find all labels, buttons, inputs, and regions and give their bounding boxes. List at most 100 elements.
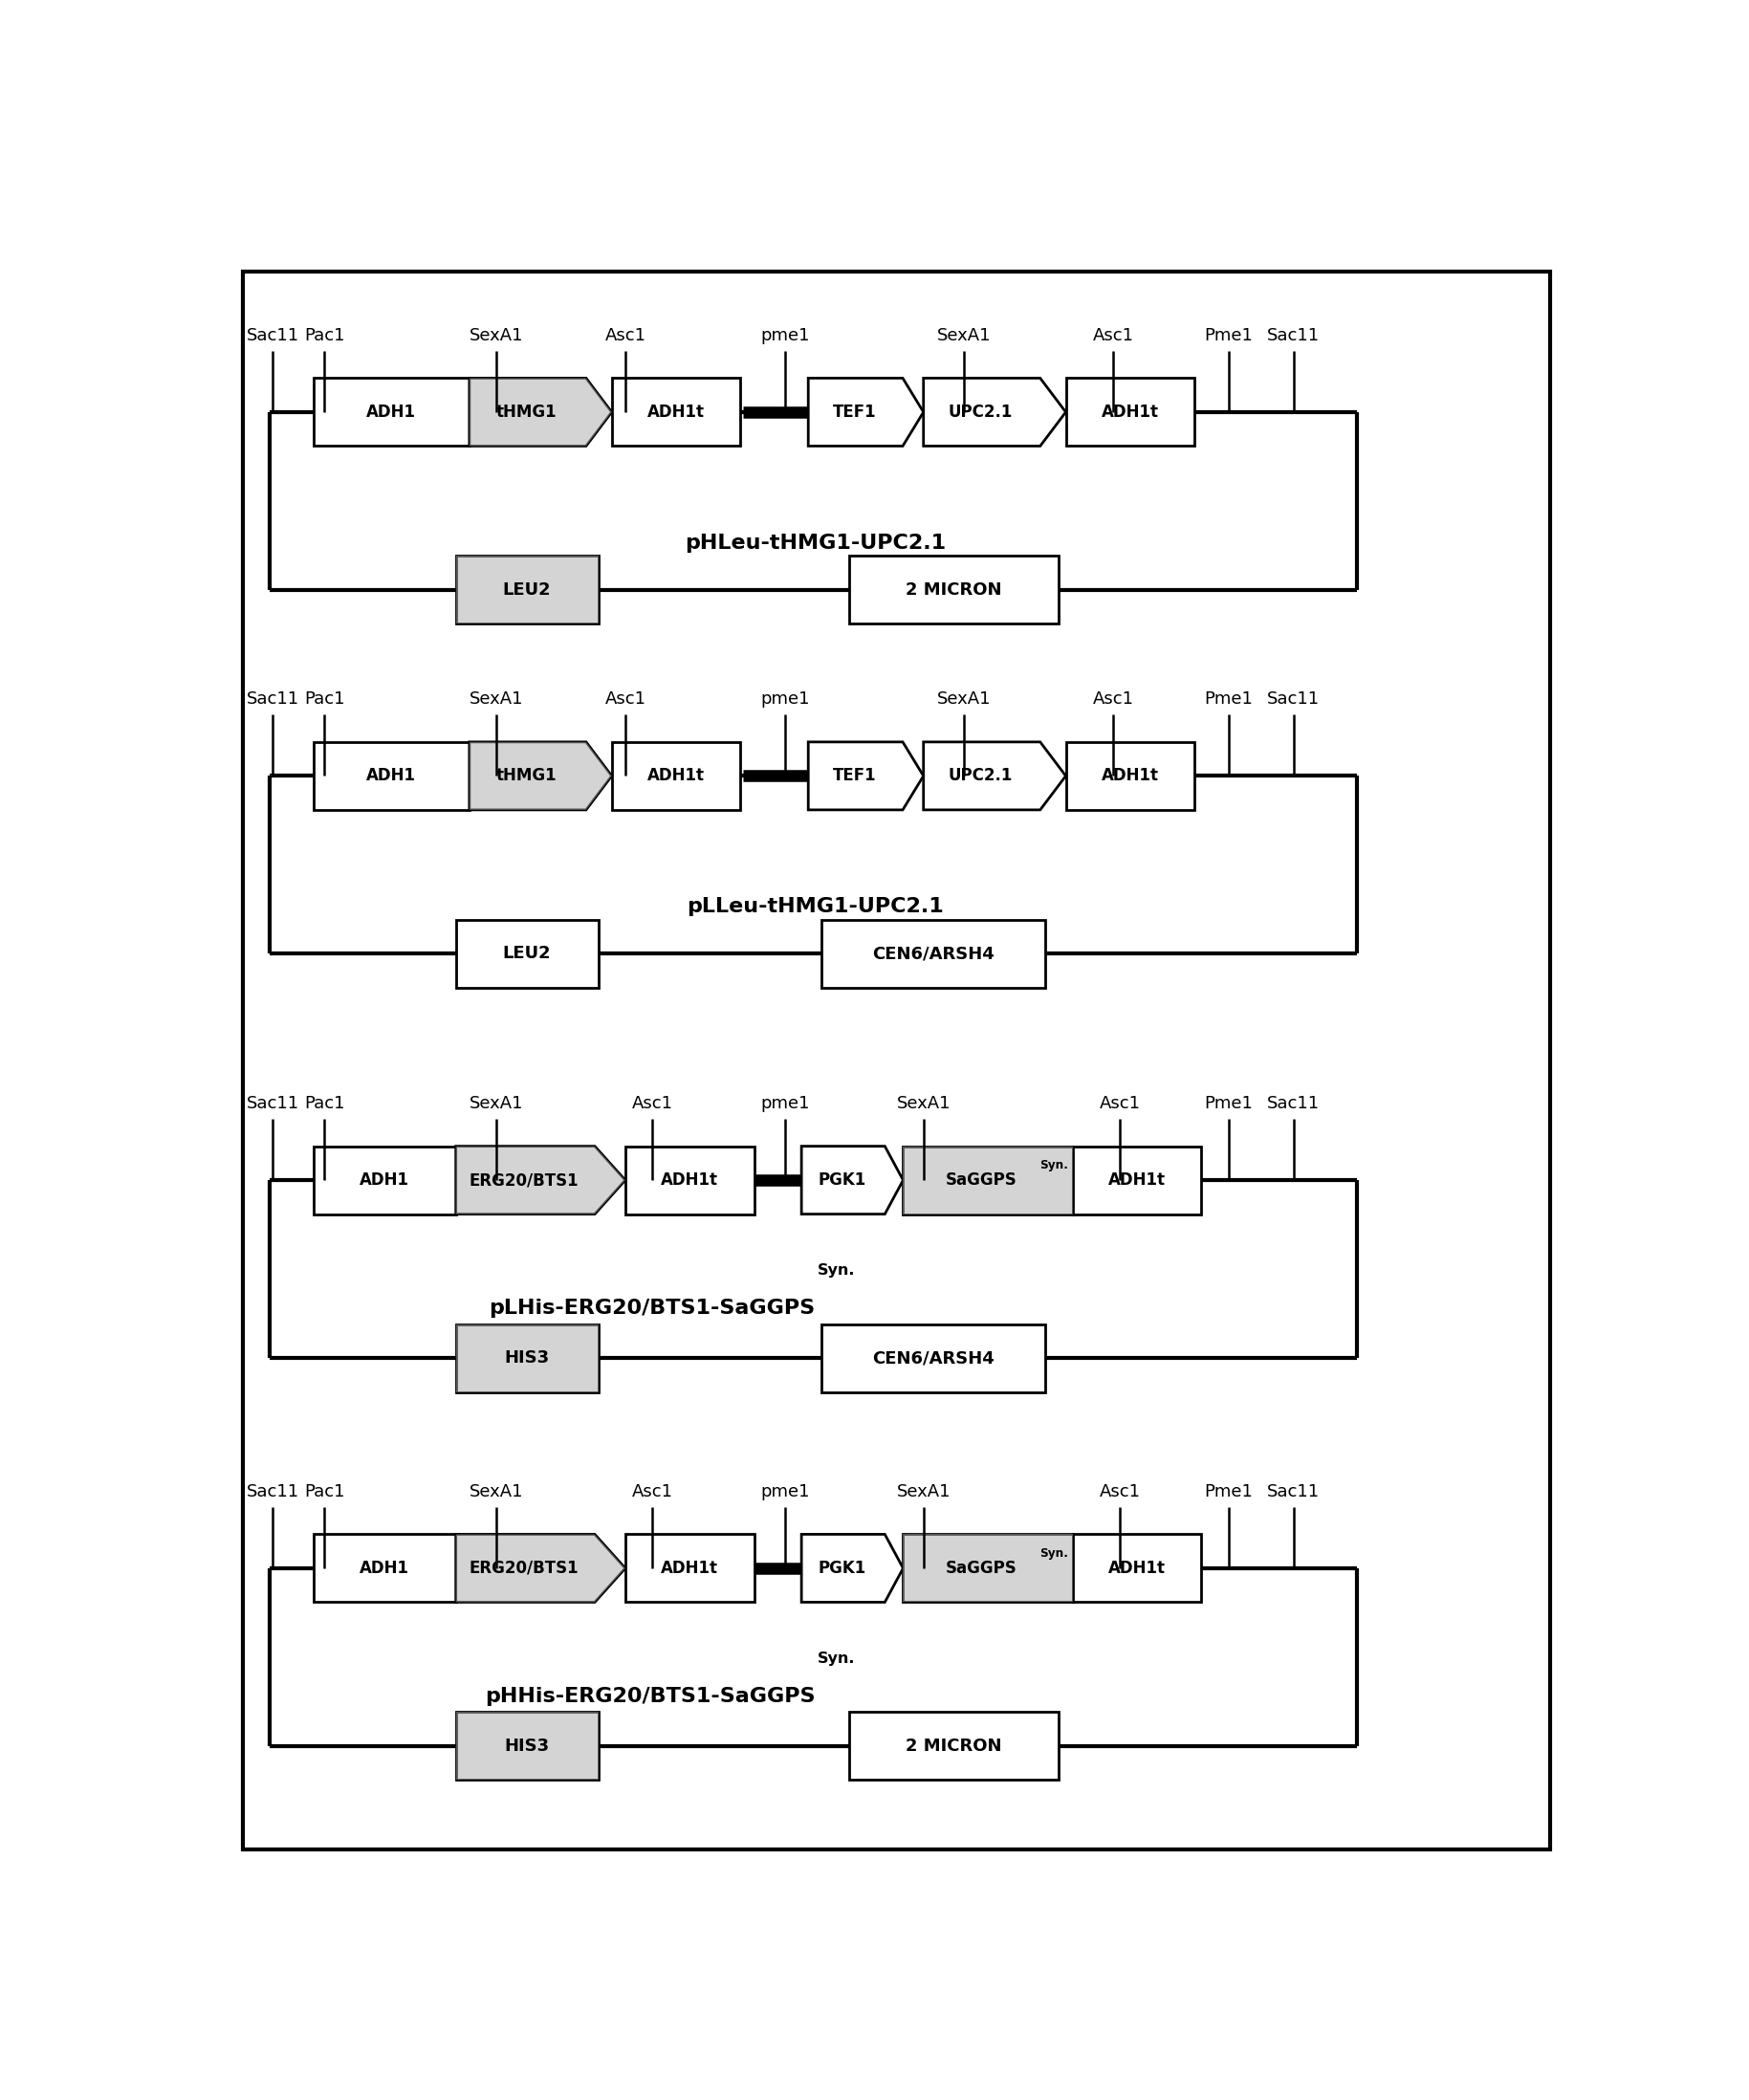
Bar bbox=[456, 1711, 598, 1781]
Bar bbox=[902, 1535, 1072, 1602]
Text: ADH1: ADH1 bbox=[360, 1560, 409, 1577]
Polygon shape bbox=[801, 1535, 902, 1602]
Polygon shape bbox=[456, 1535, 626, 1602]
Text: Syn.: Syn. bbox=[819, 1264, 855, 1277]
Text: ADH1t: ADH1t bbox=[1109, 1172, 1165, 1189]
Bar bbox=[456, 556, 598, 624]
Text: TEF1: TEF1 bbox=[833, 403, 876, 420]
Text: SexA1: SexA1 bbox=[469, 691, 523, 708]
Text: Pme1: Pme1 bbox=[1203, 328, 1252, 344]
Text: pme1: pme1 bbox=[761, 691, 810, 708]
Text: pLLeu-tHMG1-UPC2.1: pLLeu-tHMG1-UPC2.1 bbox=[687, 897, 943, 916]
Text: ADH1: ADH1 bbox=[367, 403, 416, 420]
Bar bbox=[313, 1535, 456, 1602]
Text: Pac1: Pac1 bbox=[304, 328, 345, 344]
Text: UPC2.1: UPC2.1 bbox=[948, 766, 1013, 785]
Text: Pac1: Pac1 bbox=[304, 1094, 345, 1113]
Text: CEN6/ARSH4: CEN6/ARSH4 bbox=[873, 945, 995, 962]
Bar bbox=[626, 1147, 754, 1214]
Bar bbox=[848, 556, 1058, 624]
Bar bbox=[456, 920, 598, 987]
Bar bbox=[902, 1147, 1072, 1214]
Text: UPC2.1: UPC2.1 bbox=[948, 403, 1013, 420]
Text: Asc1: Asc1 bbox=[1093, 691, 1133, 708]
Text: Sac11: Sac11 bbox=[1268, 691, 1320, 708]
Bar bbox=[848, 1711, 1058, 1781]
Text: Asc1: Asc1 bbox=[605, 328, 645, 344]
Text: Asc1: Asc1 bbox=[605, 691, 645, 708]
Bar bbox=[313, 378, 469, 445]
Bar bbox=[902, 1147, 1072, 1214]
Text: Sac11: Sac11 bbox=[247, 1094, 299, 1113]
Polygon shape bbox=[808, 741, 923, 811]
Text: 2 MICRON: 2 MICRON bbox=[906, 1737, 1002, 1756]
Text: Sac11: Sac11 bbox=[247, 1483, 299, 1499]
Text: SexA1: SexA1 bbox=[897, 1483, 950, 1499]
Bar bbox=[1065, 378, 1195, 445]
Polygon shape bbox=[808, 378, 923, 445]
Text: PGK1: PGK1 bbox=[819, 1172, 866, 1189]
Text: Asc1: Asc1 bbox=[1093, 328, 1133, 344]
Text: ADH1t: ADH1t bbox=[647, 766, 705, 785]
Bar bbox=[822, 920, 1046, 987]
Text: Sac11: Sac11 bbox=[1268, 1483, 1320, 1499]
Bar bbox=[612, 378, 740, 445]
Text: Sac11: Sac11 bbox=[1268, 1094, 1320, 1113]
Text: Asc1: Asc1 bbox=[1100, 1483, 1140, 1499]
Text: SexA1: SexA1 bbox=[937, 691, 992, 708]
Bar bbox=[456, 1325, 598, 1392]
Text: CEN6/ARSH4: CEN6/ARSH4 bbox=[873, 1350, 995, 1367]
Text: SexA1: SexA1 bbox=[937, 328, 992, 344]
Text: Sac11: Sac11 bbox=[1268, 328, 1320, 344]
Polygon shape bbox=[469, 741, 612, 811]
Polygon shape bbox=[456, 1147, 626, 1214]
Bar bbox=[313, 1147, 456, 1214]
Bar bbox=[612, 741, 740, 811]
Text: Pme1: Pme1 bbox=[1203, 1094, 1252, 1113]
Text: Syn.: Syn. bbox=[1039, 1548, 1069, 1560]
Bar bbox=[456, 1325, 598, 1392]
Bar bbox=[313, 741, 469, 811]
Text: Syn.: Syn. bbox=[1039, 1159, 1069, 1172]
Bar bbox=[456, 1711, 598, 1781]
Text: ADH1t: ADH1t bbox=[661, 1560, 719, 1577]
Bar bbox=[1065, 741, 1195, 811]
Text: tHMG1: tHMG1 bbox=[497, 403, 556, 420]
Bar bbox=[626, 1535, 754, 1602]
Text: SaGGPS: SaGGPS bbox=[946, 1560, 1016, 1577]
Bar bbox=[822, 1325, 1046, 1392]
Text: ADH1t: ADH1t bbox=[1109, 1560, 1165, 1577]
Text: ERG20/BTS1: ERG20/BTS1 bbox=[469, 1172, 579, 1189]
Text: Sac11: Sac11 bbox=[247, 691, 299, 708]
Bar bbox=[902, 1535, 1072, 1602]
Text: pme1: pme1 bbox=[761, 1483, 810, 1499]
Text: Pme1: Pme1 bbox=[1203, 1483, 1252, 1499]
Text: Asc1: Asc1 bbox=[1100, 1094, 1140, 1113]
Text: Asc1: Asc1 bbox=[631, 1483, 673, 1499]
Text: LEU2: LEU2 bbox=[502, 945, 551, 962]
Text: TEF1: TEF1 bbox=[833, 766, 876, 785]
Text: HIS3: HIS3 bbox=[504, 1737, 549, 1756]
Bar bbox=[1072, 1535, 1202, 1602]
Text: Sac11: Sac11 bbox=[247, 328, 299, 344]
Text: Pac1: Pac1 bbox=[304, 1483, 345, 1499]
Polygon shape bbox=[801, 1147, 902, 1214]
Text: Syn.: Syn. bbox=[819, 1651, 855, 1665]
Text: ADH1t: ADH1t bbox=[647, 403, 705, 420]
Text: ADH1: ADH1 bbox=[360, 1172, 409, 1189]
Polygon shape bbox=[469, 378, 612, 445]
Text: SaGGPS: SaGGPS bbox=[946, 1172, 1016, 1189]
Text: HIS3: HIS3 bbox=[504, 1350, 549, 1367]
Text: LEU2: LEU2 bbox=[502, 582, 551, 598]
Bar bbox=[456, 556, 598, 624]
Text: pHHis-ERG20/BTS1-SaGGPS: pHHis-ERG20/BTS1-SaGGPS bbox=[484, 1686, 815, 1705]
Text: Pac1: Pac1 bbox=[304, 691, 345, 708]
Text: ERG20/BTS1: ERG20/BTS1 bbox=[469, 1560, 579, 1577]
Text: Asc1: Asc1 bbox=[631, 1094, 673, 1113]
Text: tHMG1: tHMG1 bbox=[497, 766, 556, 785]
Text: ADH1: ADH1 bbox=[367, 766, 416, 785]
Text: SexA1: SexA1 bbox=[897, 1094, 950, 1113]
Text: pLHis-ERG20/BTS1-SaGGPS: pLHis-ERG20/BTS1-SaGGPS bbox=[488, 1298, 815, 1317]
Text: pHLeu-tHMG1-UPC2.1: pHLeu-tHMG1-UPC2.1 bbox=[684, 533, 946, 552]
Polygon shape bbox=[456, 1147, 626, 1214]
